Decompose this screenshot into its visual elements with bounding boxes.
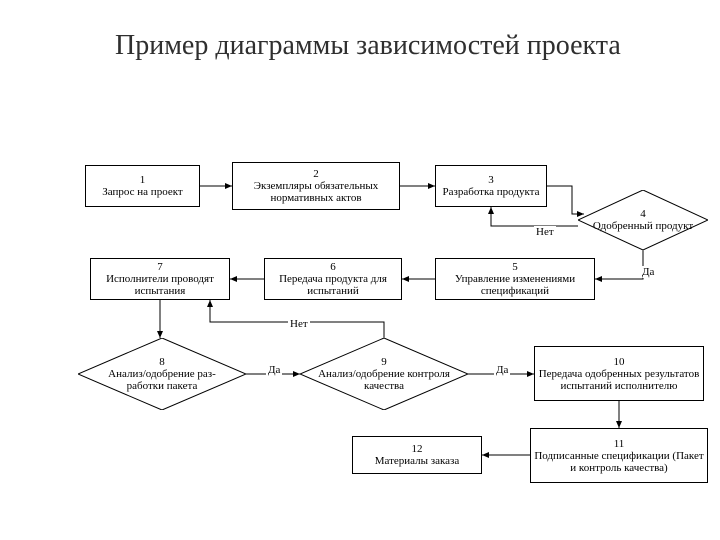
node-number: 7: [91, 261, 229, 273]
node-number: 6: [265, 261, 401, 273]
node-label: Передача одобренных результатов испытани…: [535, 368, 703, 392]
flowchart-node-n7: 7Исполнители прово­дят испытания: [90, 258, 230, 300]
node-label: Исполнители прово­дят испытания: [91, 273, 229, 297]
flowchart-edge: [595, 250, 643, 279]
edge-label: Нет: [288, 318, 310, 330]
node-number: 11: [531, 438, 707, 450]
node-label: Разработка продукта: [443, 186, 540, 198]
edge-label: Да: [640, 266, 656, 278]
edge-label: Нет: [534, 226, 556, 238]
flowchart-node-n3: 3Разработка продукта: [435, 165, 547, 207]
flowchart-node-n9: 9Анализ/одобрение кон­троля качества: [300, 338, 468, 410]
node-label: Экземпляры обязательных нормативных акто…: [233, 180, 399, 204]
flowchart-node-n1: 1Запрос на проект: [85, 165, 200, 207]
node-label: Запрос на проект: [102, 186, 182, 198]
node-number: 2: [233, 168, 399, 180]
node-number: 3: [443, 174, 540, 186]
node-label: Одобренный продукт: [579, 220, 707, 232]
dependency-flowchart: 1Запрос на проект 2Экземпляры обязательны…: [0, 0, 720, 540]
flowchart-node-n10: 10Передача одобренных результатов испыта…: [534, 346, 704, 401]
edge-label: Да: [494, 364, 510, 376]
edge-label: Да: [266, 364, 282, 376]
node-number: 12: [375, 443, 460, 455]
node-label: Управление изменениями спецификаций: [436, 273, 594, 297]
slide: Пример диаграммы зависимостей проекта 1З…: [0, 0, 720, 540]
node-label: Передача продукта для испытаний: [265, 273, 401, 297]
node-number: 5: [436, 261, 594, 273]
node-label: Подписанные спецификации (Пакет и контро…: [531, 450, 707, 474]
node-number: 8: [159, 356, 165, 368]
node-label: Материалы заказа: [375, 455, 460, 467]
flowchart-node-n6: 6Передача продукта для испытаний: [264, 258, 402, 300]
flowchart-node-n8: 8Анализ/одобрение раз­работки пакета: [78, 338, 246, 410]
node-label: Анализ/одобрение кон­троля качества: [300, 368, 468, 392]
flowchart-edge: [491, 207, 578, 226]
node-number: 1: [102, 174, 182, 186]
node-number: 4: [640, 208, 646, 220]
flowchart-node-n5: 5Управление изменениями спецификаций: [435, 258, 595, 300]
flowchart-node-n11: 11Подписанные спецификации (Пакет и конт…: [530, 428, 708, 483]
node-label: Анализ/одобрение раз­работки пакета: [78, 368, 246, 392]
flowchart-node-n2: 2Экземпляры обязательных нормативных акт…: [232, 162, 400, 210]
flowchart-node-n4: 4Одобренный продукт: [578, 190, 708, 250]
flowchart-node-n12: 12Материалы заказа: [352, 436, 482, 474]
node-number: 10: [535, 356, 703, 368]
node-number: 9: [381, 356, 387, 368]
